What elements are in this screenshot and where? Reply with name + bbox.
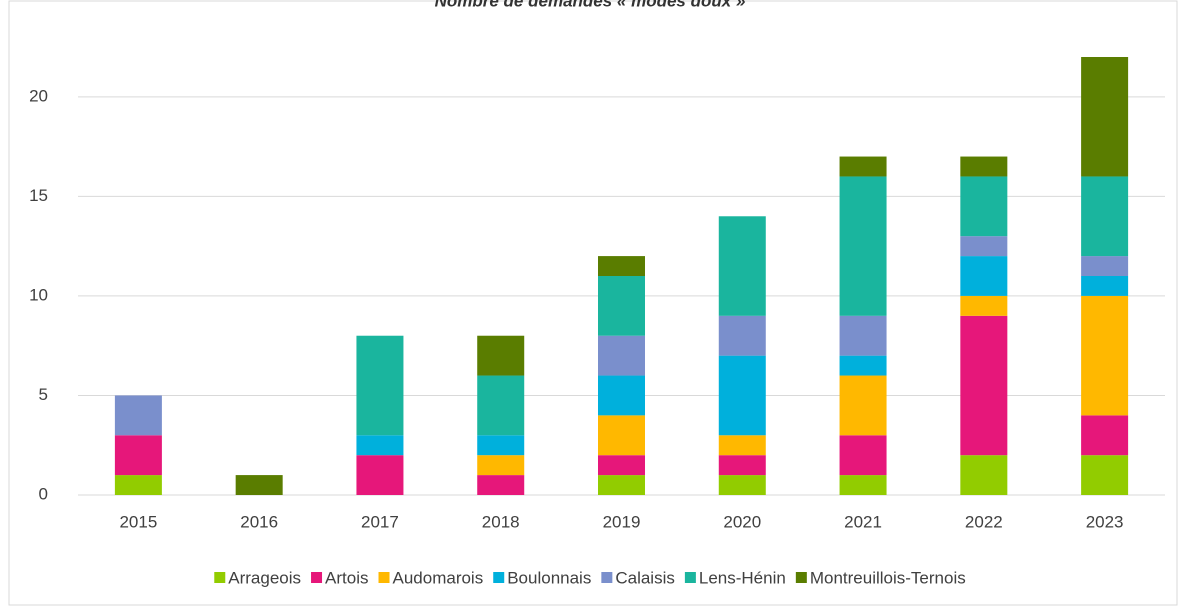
bar-segment [960, 156, 1008, 177]
legend-swatch [214, 572, 226, 583]
legend-label: Montreuillois-Ternois [810, 568, 966, 587]
bar-segment [839, 435, 887, 476]
bar-segment [477, 335, 525, 376]
bar-segment [598, 276, 645, 336]
bar-segment [598, 335, 645, 376]
x-tick-label: 2018 [482, 512, 520, 531]
bar-segment [356, 455, 404, 495]
bar-segment [356, 335, 404, 436]
legend-label: Boulonnais [507, 568, 591, 587]
bar-segment [1081, 295, 1129, 416]
bar-segment [718, 435, 766, 456]
legend-swatch [493, 572, 505, 583]
bar-segment [1081, 176, 1129, 257]
legend-swatch [795, 572, 807, 583]
bar-segment [114, 435, 162, 476]
bar-segment [598, 475, 645, 495]
bar-segment [960, 455, 1008, 495]
bar-segment [1081, 455, 1129, 495]
bar-segment [960, 256, 1008, 296]
legend-swatch [684, 572, 696, 583]
x-tick-label: 2016 [240, 512, 278, 531]
bar-segment [114, 395, 162, 436]
bar-segment [839, 375, 887, 436]
bar-segment [718, 355, 766, 436]
legend-swatch [311, 572, 323, 583]
bar-segment [718, 216, 766, 316]
x-tick-label: 2017 [361, 512, 399, 531]
legend-swatch [601, 572, 613, 583]
y-tick-label: 5 [39, 385, 48, 404]
bar-segment [1081, 276, 1129, 296]
legend-swatch [378, 572, 390, 583]
bar-segment [235, 475, 283, 495]
legend-label: Audomarois [393, 568, 484, 587]
bar-segment [839, 355, 887, 376]
bar-segment [1081, 256, 1129, 276]
x-tick-label: 2023 [1086, 512, 1124, 531]
bar-segment [960, 315, 1008, 456]
bar-segment [477, 475, 525, 495]
bar-segment [718, 455, 766, 476]
chart-title: Nombre de demandes « modes doux » [435, 0, 746, 10]
x-tick-label: 2015 [119, 512, 157, 531]
bar-segment [598, 256, 645, 276]
y-tick-label: 10 [29, 285, 48, 304]
x-tick-label: 2021 [844, 512, 882, 531]
x-tick-label: 2019 [603, 512, 641, 531]
bar-segment [477, 435, 525, 456]
x-tick-label: 2022 [965, 512, 1003, 531]
bar-segment [598, 455, 645, 476]
bar-segment [598, 375, 645, 416]
bar-segment [960, 236, 1008, 257]
bar-segment [960, 295, 1008, 316]
bar-segment [1081, 57, 1129, 177]
bar-segment [839, 475, 887, 495]
y-tick-label: 0 [39, 484, 48, 503]
x-tick-label: 2020 [723, 512, 761, 531]
bar-segment [718, 475, 766, 495]
legend-label: Arrageois [228, 568, 301, 587]
bar-segment [839, 176, 887, 316]
bar-segment [839, 156, 887, 177]
bar-segment [356, 435, 404, 456]
legend-label: Artois [325, 568, 368, 587]
bar-segment [960, 176, 1008, 237]
bar-segment [718, 315, 766, 356]
bar-segment [114, 475, 162, 495]
legend-label: Lens-Hénin [699, 568, 786, 587]
bar-segment [1081, 415, 1129, 456]
bar-segment [598, 415, 645, 456]
bar-segment [839, 315, 887, 356]
bar-segment [477, 375, 525, 436]
legend-label: Calaisis [615, 568, 675, 587]
bar-segment [477, 455, 525, 476]
y-tick-label: 20 [29, 86, 48, 105]
y-tick-label: 15 [29, 186, 48, 205]
